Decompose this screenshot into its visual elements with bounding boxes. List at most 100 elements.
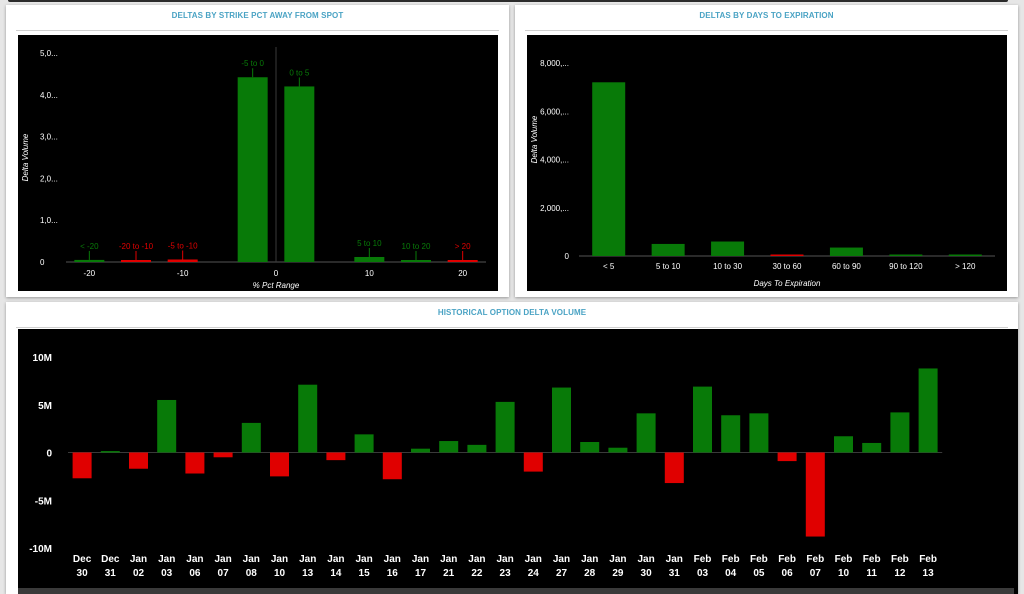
- bar-data-label: -5 to -10: [168, 241, 198, 250]
- bar: [889, 254, 923, 256]
- bar: [805, 452, 825, 537]
- y-tick-label: 0: [40, 258, 45, 267]
- x-tick-label: 60 to 90: [832, 262, 861, 271]
- y-tick-label: 8,000,...: [540, 59, 569, 68]
- x-tick-day-label: 14: [330, 568, 342, 579]
- x-tick-day-label: 15: [359, 568, 371, 579]
- bar: [693, 386, 712, 453]
- strike-pct-panel: DELTAS BY STRIKE PCT AWAY FROM SPOT 0 1,0…: [6, 5, 509, 297]
- bar: [213, 452, 233, 458]
- x-tick-day-label: 06: [189, 568, 201, 579]
- bar: [711, 241, 745, 256]
- days-to-expiration-panel: DELTAS BY DAYS TO EXPIRATION 0 2,000,... 4…: [515, 5, 1018, 297]
- x-tick-month-label: Feb: [891, 554, 909, 565]
- x-tick-month-label: Feb: [863, 554, 881, 565]
- x-tick-day-label: 02: [133, 568, 145, 579]
- bar: [326, 452, 346, 461]
- x-tick-day-label: 24: [528, 568, 540, 579]
- x-tick-label: 0: [274, 269, 279, 278]
- x-tick-month-label: Feb: [750, 554, 768, 565]
- x-tick-month-label: Feb: [806, 554, 824, 565]
- bar: [129, 452, 148, 469]
- x-tick-day-label: 10: [274, 568, 286, 579]
- bar: [523, 452, 543, 472]
- bar: [401, 260, 431, 262]
- bar: [592, 82, 626, 256]
- x-tick-month-label: Jan: [440, 554, 457, 565]
- bar: [241, 422, 261, 453]
- y-tick-label: -10M: [29, 544, 52, 555]
- x-tick-day-label: 12: [894, 568, 906, 579]
- x-tick-day-label: 03: [161, 568, 173, 579]
- x-tick-day-label: 30: [641, 568, 653, 579]
- x-tick-day-label: 22: [471, 568, 483, 579]
- bar-data-label: 5 to 10: [357, 239, 382, 248]
- y-tick-label: -5M: [35, 496, 52, 507]
- x-tick-day-label: 17: [415, 568, 427, 579]
- x-tick-month-label: Jan: [496, 554, 513, 565]
- bar-data-label: 10 to 20: [402, 242, 431, 251]
- x-tick-day-label: 04: [725, 568, 737, 579]
- panel-divider: [525, 30, 1008, 31]
- bar-data-label: < -20: [80, 242, 99, 251]
- x-tick-month-label: Feb: [722, 554, 740, 565]
- x-tick-label: 90 to 120: [889, 262, 923, 271]
- bar-data-label: > 20: [455, 242, 471, 251]
- x-tick-day-label: 13: [923, 568, 935, 579]
- y-tick-label: 4,0...: [40, 91, 58, 100]
- x-tick-day-label: 31: [105, 568, 117, 579]
- x-tick-day-label: 28: [584, 568, 596, 579]
- bar: [829, 247, 863, 256]
- y-tick-label: 0: [565, 252, 570, 261]
- x-tick-month-label: Feb: [778, 554, 796, 565]
- bar-data-label: -5 to 0: [241, 59, 264, 68]
- x-tick-day-label: 27: [556, 568, 568, 579]
- x-tick-day-label: 13: [302, 568, 314, 579]
- bar: [777, 452, 797, 462]
- x-tick-day-label: 05: [753, 568, 765, 579]
- historical-delta-panel: HISTORICAL OPTION DELTA VOLUME -10M -5M 0 5…: [6, 302, 1018, 594]
- bar: [185, 452, 205, 474]
- panel-divider: [16, 327, 1008, 328]
- x-tick-label: 10 to 30: [713, 262, 742, 271]
- bar: [770, 254, 804, 256]
- x-tick-day-label: 30: [77, 568, 89, 579]
- bar: [354, 256, 385, 262]
- x-tick-month-label: Jan: [214, 554, 231, 565]
- x-tick-label: 20: [458, 269, 467, 278]
- x-tick-month-label: Jan: [412, 554, 429, 565]
- bar: [890, 412, 910, 453]
- bar: [608, 447, 628, 453]
- x-tick-day-label: 06: [782, 568, 794, 579]
- bar: [157, 399, 177, 453]
- bar: [439, 441, 459, 453]
- x-tick-day-label: 29: [612, 568, 624, 579]
- y-axis-title: Delta Volume: [530, 115, 539, 163]
- y-tick-label: 0: [46, 449, 52, 460]
- x-tick-day-label: 21: [443, 568, 455, 579]
- x-tick-month-label: Jan: [299, 554, 316, 565]
- bar: [651, 243, 685, 256]
- x-tick-day-label: 07: [218, 568, 230, 579]
- x-tick-month-label: Jan: [158, 554, 175, 565]
- bar: [636, 413, 656, 453]
- x-tick-label: < 5: [603, 262, 615, 271]
- bar: [284, 86, 315, 262]
- bar: [834, 436, 853, 453]
- x-tick-month-label: Feb: [694, 554, 712, 565]
- bar: [721, 415, 741, 453]
- bar: [237, 77, 268, 262]
- x-tick-month-label: Jan: [553, 554, 570, 565]
- x-tick-month-label: Jan: [271, 554, 288, 565]
- x-tick-day-label: 23: [500, 568, 512, 579]
- x-axis-title: % Pct Range: [253, 281, 300, 290]
- bar-data-label: -20 to -10: [119, 242, 154, 251]
- x-tick-month-label: Jan: [355, 554, 372, 565]
- x-tick-label: > 120: [955, 262, 976, 271]
- y-tick-label: 2,0...: [40, 174, 58, 183]
- x-tick-month-label: Jan: [186, 554, 203, 565]
- bottom-scroll-strip: [18, 588, 1014, 594]
- historical-delta-chart: -10M -5M 0 5M 10M Dec 30 Dec 31 Jan 02 Jan 03 Jan 06 Ja…: [18, 329, 1018, 594]
- x-tick-month-label: Jan: [666, 554, 683, 565]
- panel-divider: [16, 30, 499, 31]
